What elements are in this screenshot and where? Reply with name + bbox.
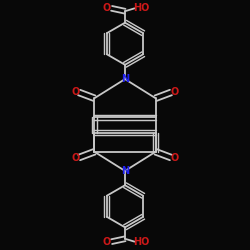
Text: O: O bbox=[103, 237, 111, 247]
Text: O: O bbox=[71, 88, 80, 98]
Text: N: N bbox=[121, 166, 129, 176]
Text: O: O bbox=[103, 3, 111, 13]
Text: O: O bbox=[71, 152, 80, 162]
Text: O: O bbox=[170, 152, 179, 162]
Text: N: N bbox=[121, 74, 129, 84]
Text: HO: HO bbox=[133, 3, 150, 13]
Text: O: O bbox=[170, 88, 179, 98]
Text: HO: HO bbox=[133, 237, 150, 247]
